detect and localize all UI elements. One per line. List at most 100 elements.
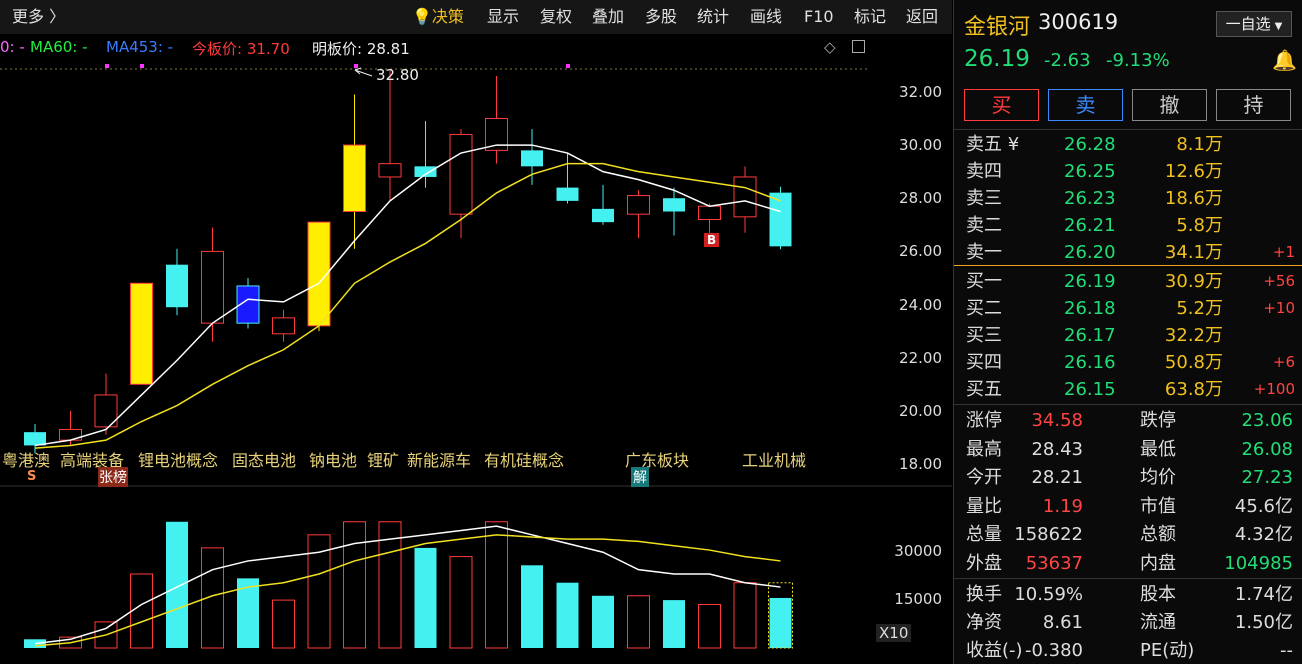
overlay-button[interactable]: 叠加 [592, 7, 625, 26]
concept-tag[interactable]: 广东板块 [625, 451, 690, 470]
stat-row[interactable]: 总量 158622 总额 4.32亿 [954, 521, 1302, 548]
more-button[interactable]: 更多 〉 [12, 7, 66, 26]
display-button[interactable]: 显示 [487, 7, 520, 26]
ask-label: 卖二 [966, 215, 1002, 236]
stat-row[interactable]: 换手 10.59% 股本 1.74亿 [954, 581, 1302, 608]
stat-row[interactable]: 收益(-) -0.380 PE(动) -- [954, 637, 1302, 664]
volume-bar [521, 565, 543, 648]
bid-row[interactable]: 买三 26.17 32.2万 [954, 322, 1302, 349]
concept-tag[interactable]: 钠电池 [309, 451, 358, 470]
bid-volume: 5.2万 [1176, 298, 1223, 319]
window-icon[interactable] [852, 40, 865, 53]
stats-button[interactable]: 统计 [697, 7, 730, 26]
candle-body [449, 133, 473, 215]
price-tick: 28.00 [899, 189, 942, 208]
bid-change: +6 [1272, 353, 1295, 371]
concept-tag[interactable]: 粤港澳 [2, 451, 51, 470]
high-arrow [354, 67, 373, 77]
stat-value: 28.43 [1031, 438, 1083, 460]
stat-value: 8.61 [1042, 612, 1083, 633]
buy-button[interactable]: 买 [964, 89, 1039, 121]
bid-row[interactable]: 买二 26.18 5.2万 +10 [954, 295, 1302, 322]
concept-tag[interactable]: 新能源车 [407, 451, 472, 470]
f10-button[interactable]: F10 [804, 7, 834, 26]
volume-bar [414, 547, 437, 648]
concept-tag[interactable]: 锂矿 [367, 451, 400, 470]
bid-label: 买三 [966, 325, 1002, 346]
diamond-icon[interactable]: ◇ [824, 38, 836, 56]
draw-button[interactable]: 画线 [750, 7, 783, 26]
bell-icon[interactable]: 🔔 [1272, 48, 1297, 72]
price-tick: 32.00 [899, 82, 942, 101]
ask-row[interactable]: 卖一 26.20 34.1万 +1 [954, 239, 1302, 266]
stat-row[interactable]: 涨停 34.58 跌停 23.06 [954, 407, 1302, 434]
bid-row[interactable]: 买五 26.15 63.8万 +100 [954, 376, 1302, 403]
stat-value: 104985 [1224, 552, 1293, 574]
stat-key: 涨停 [966, 410, 1002, 431]
stat-row[interactable]: 外盘 53637 内盘 104985 [954, 550, 1302, 577]
decision-button[interactable]: 💡决策 [412, 7, 464, 26]
sell-button[interactable]: 卖 [1048, 89, 1123, 121]
ask-row[interactable]: 卖三 26.23 18.6万 [954, 185, 1302, 212]
estimated-volume-outline [768, 582, 793, 649]
zhangbang-marker[interactable]: 张榜 [98, 467, 128, 487]
candle-body [94, 394, 118, 428]
concept-tag[interactable]: 锂电池概念 [138, 451, 219, 470]
ask-volume: 18.6万 [1164, 188, 1223, 209]
concept-tag[interactable]: 有机硅概念 [484, 451, 565, 470]
stat-value: -- [1280, 640, 1293, 661]
jie-marker[interactable]: 解 [631, 467, 649, 487]
bid-row[interactable]: 买一 26.19 30.9万 +56 [954, 268, 1302, 295]
cancel-button[interactable]: 撤 [1132, 89, 1207, 121]
stat-row[interactable]: 最高 28.43 最低 26.08 [954, 436, 1302, 463]
candle-body [166, 264, 188, 308]
candle-body [769, 192, 792, 247]
ask-row[interactable]: 卖五 ¥ 26.28 8.1万 [954, 131, 1302, 158]
bid-price: 26.18 [1064, 298, 1116, 319]
bid-label: 买一 [966, 271, 1002, 292]
stat-key: 内盘 [1140, 552, 1176, 574]
stat-row[interactable]: 净资 8.61 流通 1.50亿 [954, 609, 1302, 636]
ask-row[interactable]: 卖四 26.25 12.6万 [954, 158, 1302, 185]
stat-row[interactable]: 今开 28.21 均价 27.23 [954, 464, 1302, 491]
s-marker[interactable]: S [27, 469, 37, 484]
ma-prefix: 0: - [0, 38, 25, 56]
chart-toolbar: 更多 〉 💡决策 显示 复权 叠加 多股 统计 画线 F10 标记 返回 [0, 0, 952, 34]
adjust-button[interactable]: 复权 [540, 7, 573, 26]
volume-bar [698, 603, 721, 649]
price-tick: 30.00 [899, 136, 942, 155]
watchlist-button[interactable]: 一自选 ▼ [1216, 11, 1292, 37]
ask-label: 卖四 [966, 161, 1002, 182]
vol-ma-line [34, 534, 781, 647]
candle-body [556, 187, 579, 201]
back-button[interactable]: 返回 [906, 7, 939, 26]
mark-button[interactable]: 标记 [854, 7, 887, 26]
concept-tag[interactable]: 固态电池 [232, 451, 297, 470]
multi-stock-button[interactable]: 多股 [645, 7, 678, 26]
b-marker[interactable]: B [704, 233, 720, 247]
stat-key: PE(动) [1140, 640, 1195, 661]
concept-tag[interactable]: 高端装备 [60, 451, 125, 470]
stat-value: 23.06 [1241, 410, 1293, 431]
candle-body [627, 195, 650, 215]
volume-bar [556, 582, 579, 648]
ask-price: 26.21 [1064, 215, 1116, 236]
stat-row[interactable]: 量比 1.19 市值 45.6亿 [954, 493, 1302, 520]
stat-value: 27.23 [1241, 467, 1293, 488]
volume-bar [272, 599, 295, 649]
kline-chart[interactable] [0, 0, 952, 664]
bid-price: 26.17 [1064, 325, 1116, 346]
ma10-line [34, 162, 781, 449]
volume-bar [24, 639, 46, 648]
ask-row[interactable]: 卖二 26.21 5.8万 [954, 212, 1302, 239]
bid-row[interactable]: 买四 26.16 50.8万 +6 [954, 349, 1302, 376]
stat-key: 均价 [1140, 467, 1176, 488]
vol-tick: 30000 [894, 542, 942, 560]
event-dot [354, 64, 358, 68]
volume-bar [237, 578, 259, 648]
stat-value: 158622 [1014, 524, 1083, 545]
concept-tag[interactable]: 工业机械 [742, 451, 807, 470]
bid-volume: 50.8万 [1164, 352, 1223, 373]
bid-label: 买四 [966, 352, 1002, 373]
hold-button[interactable]: 持 [1216, 89, 1291, 121]
